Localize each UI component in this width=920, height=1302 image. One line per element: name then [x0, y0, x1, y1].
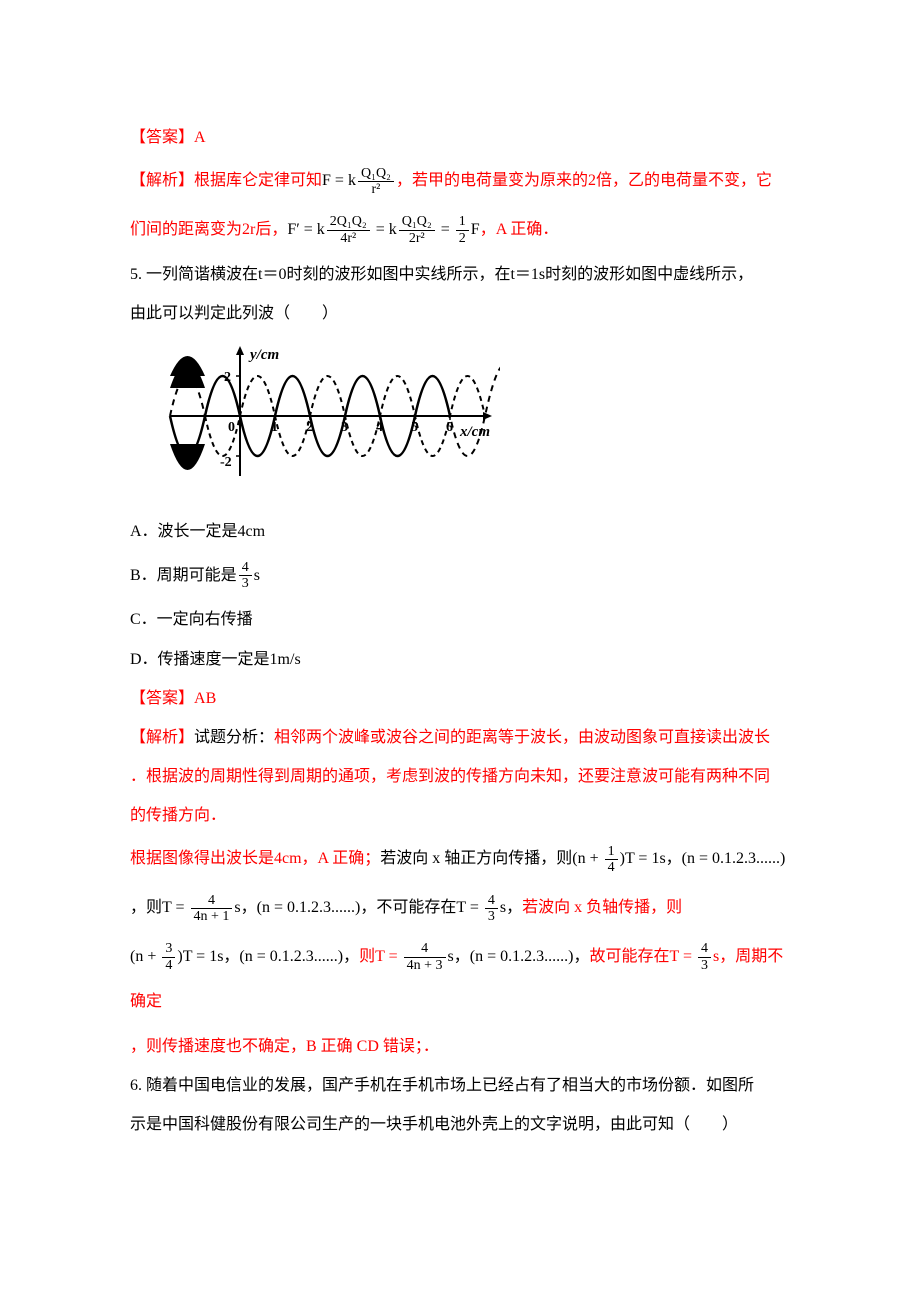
answer-label: 【答案】: [130, 690, 194, 707]
q5-stem1: 一列简谐横波在t＝0时刻的波形如图中实线所示，在t＝1s时刻的波形如图中虚线所示…: [146, 266, 753, 283]
q4-analysis-1b: ，若甲的电荷量变为原来的2倍，乙的电荷量不变，它: [396, 172, 772, 189]
q5-analysis-line4: 根据图像得出波长是4cm，A 正确；若波向 x 轴正方向传播，则(n + 14)…: [130, 837, 790, 882]
q5-answer: 【答案】AB: [130, 681, 790, 716]
wave-chart: y/cm x/cm 2 -2 0 1 2 3 4 5 6: [160, 341, 790, 504]
q6-stem-line2: 示是中国科健股份有限公司生产的一块手机电池外壳上的文字说明，由此可知（ ）: [130, 1107, 790, 1142]
q5-analysis-line1: 【解析】试题分析：相邻两个波峰或波谷之间的距离等于波长，由波动图象可直接读出波长: [130, 720, 790, 755]
q5-answer-text: AB: [194, 690, 216, 707]
analysis-label: 【解析】: [130, 729, 194, 746]
q4-analysis-2a: 们间的距离变为2r后，: [130, 221, 287, 238]
q4-analysis-1a: 根据库仑定律可知: [194, 172, 322, 189]
q4-formula2: F′ = k2Q₁Q₂4r² = kQ₁Q₂2r² = 12F: [287, 221, 479, 238]
q4-analysis-2b: ，A 正确．: [480, 221, 559, 238]
svg-text:-2: -2: [220, 455, 232, 470]
q5-optB: B．周期可能是43s: [130, 554, 790, 599]
answer-label: 【答案】: [130, 129, 194, 146]
q4-analysis-line1: 【解析】根据库仑定律可知F = kQ₁Q₂r²，若甲的电荷量变为原来的2倍，乙的…: [130, 159, 790, 204]
q5-stem-line2: 由此可以判定此列波（ ）: [130, 296, 790, 331]
q5-analysis-line2: ．根据波的周期性得到周期的通项，考虑到波的传播方向未知，还要注意波可能有两种不同: [130, 759, 790, 794]
q4-answer: 【答案】A: [130, 120, 790, 155]
q4-analysis-line2: 们间的距离变为2r后，F′ = k2Q₁Q₂4r² = kQ₁Q₂2r² = 1…: [130, 208, 790, 253]
q6-number: 6.: [130, 1077, 146, 1094]
svg-text:0: 0: [228, 420, 235, 435]
q5-analysis-line7: ，则传播速度也不确定，B 正确 CD 错误；．: [130, 1029, 790, 1064]
q5-analysis-line5: ，则T = 44n + 1s，(n = 0.1.2.3......)，不可能存在…: [130, 886, 790, 931]
q5-number: 5.: [130, 266, 146, 283]
q6-stem-line1: 6. 随着中国电信业的发展，国产手机在手机市场上已经占有了相当大的市场份额．如图…: [130, 1068, 790, 1103]
q5-optC: C．一定向右传播: [130, 602, 790, 637]
svg-text:y/cm: y/cm: [248, 347, 279, 363]
svg-text:x/cm: x/cm: [459, 424, 490, 440]
q4-answer-text: A: [194, 129, 206, 146]
q5-analysis-line6: (n + 34)T = 1s，(n = 0.1.2.3......)，则T = …: [130, 935, 790, 1025]
q4-formula1: F = kQ₁Q₂r²: [322, 172, 396, 189]
q5-analysis-line3: 的传播方向．: [130, 798, 790, 833]
q5-optD: D．传播速度一定是1m/s: [130, 642, 790, 677]
q5-optA: A．波长一定是4cm: [130, 514, 790, 549]
analysis-label: 【解析】: [130, 172, 194, 189]
q5-stem-line1: 5. 一列简谐横波在t＝0时刻的波形如图中实线所示，在t＝1s时刻的波形如图中虚…: [130, 257, 790, 292]
